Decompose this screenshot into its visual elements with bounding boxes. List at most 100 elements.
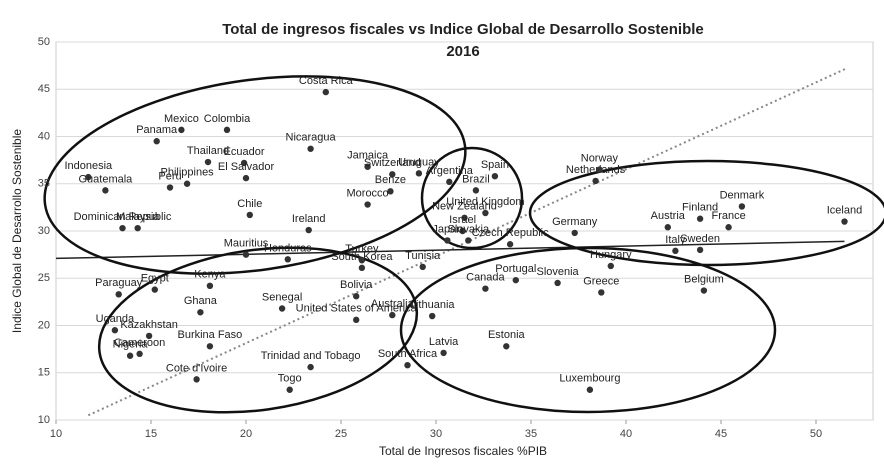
- x-tick-label: 50: [810, 428, 822, 440]
- point-label: Slovakia: [448, 223, 490, 235]
- point: [307, 145, 314, 152]
- point: [102, 187, 109, 194]
- point-label: Australia: [371, 298, 415, 310]
- point: [242, 251, 250, 258]
- point-label: Tunisia: [405, 250, 441, 262]
- point: [183, 180, 191, 187]
- point-label: Senegal: [262, 291, 302, 303]
- point-label: Belgium: [684, 273, 724, 285]
- point-label: Italy: [665, 234, 686, 246]
- point: [223, 126, 231, 134]
- point-label: Honduras: [264, 242, 312, 254]
- point-label: Brazil: [462, 173, 490, 185]
- point-label: Ecuador: [224, 146, 265, 158]
- point-label: Indonesia: [64, 160, 113, 172]
- point: [364, 201, 371, 208]
- point: [598, 289, 605, 296]
- point: [242, 174, 250, 182]
- point-label: Greece: [583, 275, 619, 287]
- point-label: Spain: [481, 159, 509, 171]
- y-axis-label: Indice Global de Desarrollo Sostenible: [10, 129, 24, 333]
- point: [193, 376, 200, 383]
- point-label: Burkina Faso: [177, 329, 242, 341]
- point-label: Paraguay: [95, 277, 143, 289]
- point-label: Benze: [375, 174, 406, 186]
- point: [197, 309, 204, 316]
- x-axis-label: Total de Ingresos fiscales %PIB: [379, 444, 547, 458]
- point: [725, 224, 732, 231]
- x-tick-label: 45: [715, 428, 727, 440]
- point: [204, 158, 212, 166]
- point: [246, 211, 253, 219]
- point-label: Netherlands: [566, 164, 626, 176]
- point: [429, 312, 436, 320]
- highlight-ellipses: [43, 75, 884, 414]
- point-label: Luxembourg: [559, 373, 620, 385]
- point: [206, 282, 214, 290]
- point-label: Mexico: [164, 113, 199, 125]
- point: [284, 256, 291, 263]
- point: [145, 332, 153, 340]
- point-label: Chile: [237, 198, 262, 210]
- chart-subtitle: 2016: [446, 43, 479, 60]
- point-label: Colombia: [204, 113, 251, 125]
- point: [700, 287, 708, 294]
- y-tick-label: 25: [38, 272, 50, 284]
- ellipse: [420, 146, 524, 250]
- point: [503, 343, 510, 350]
- point: [592, 177, 599, 185]
- point: [389, 171, 396, 178]
- point-label: Cote d'Ivoire: [166, 362, 227, 374]
- point-label: Kenya: [194, 269, 226, 281]
- point: [404, 361, 411, 369]
- point: [554, 279, 561, 287]
- point-label: Hungary: [590, 249, 632, 261]
- point-label: Costa Rica: [299, 75, 354, 87]
- point-label: Turkey: [345, 243, 379, 255]
- point: [119, 224, 126, 232]
- point: [672, 247, 679, 255]
- point-label: Cameroon: [114, 337, 165, 349]
- y-tick-label: 45: [38, 83, 50, 95]
- point-label: Slovenia: [536, 266, 579, 278]
- point: [607, 262, 614, 270]
- point: [444, 237, 451, 244]
- y-tick-label: 30: [38, 225, 50, 237]
- point: [696, 215, 704, 222]
- point: [322, 88, 329, 96]
- point-label: Mauritius: [224, 238, 269, 250]
- point-label: New Zealand: [432, 201, 497, 213]
- point: [586, 386, 594, 393]
- y-tick-label: 20: [38, 319, 50, 331]
- point: [178, 126, 185, 134]
- point: [389, 311, 396, 319]
- point: [85, 173, 92, 181]
- point-label: Guatemala: [78, 173, 133, 185]
- point: [136, 350, 143, 358]
- point-label: South Korea: [331, 251, 393, 263]
- point-label: Lithuania: [410, 299, 456, 311]
- point-label: Ghana: [184, 295, 218, 307]
- point-label: Malaysia: [116, 211, 160, 223]
- point-label: Czech Republic: [472, 227, 550, 239]
- ellipse: [43, 75, 467, 275]
- point: [134, 224, 141, 232]
- point: [596, 166, 603, 173]
- point: [440, 349, 447, 357]
- y-tick-label: 40: [38, 130, 50, 142]
- point-label: Portugal: [495, 263, 536, 275]
- point-label: Bolivia: [340, 279, 373, 291]
- point-label: Dominican Republic: [74, 211, 172, 223]
- point: [206, 343, 214, 350]
- ellipse: [528, 159, 884, 267]
- point-label: Togo: [278, 373, 302, 385]
- y-tick-label: 15: [38, 367, 50, 379]
- point-label: Japan: [432, 223, 462, 235]
- x-tick-label: 35: [525, 428, 537, 440]
- point-label: Norway: [581, 152, 619, 164]
- point: [446, 178, 453, 186]
- point: [738, 203, 746, 210]
- point-label: Uruguay: [398, 156, 440, 168]
- point: [307, 363, 314, 371]
